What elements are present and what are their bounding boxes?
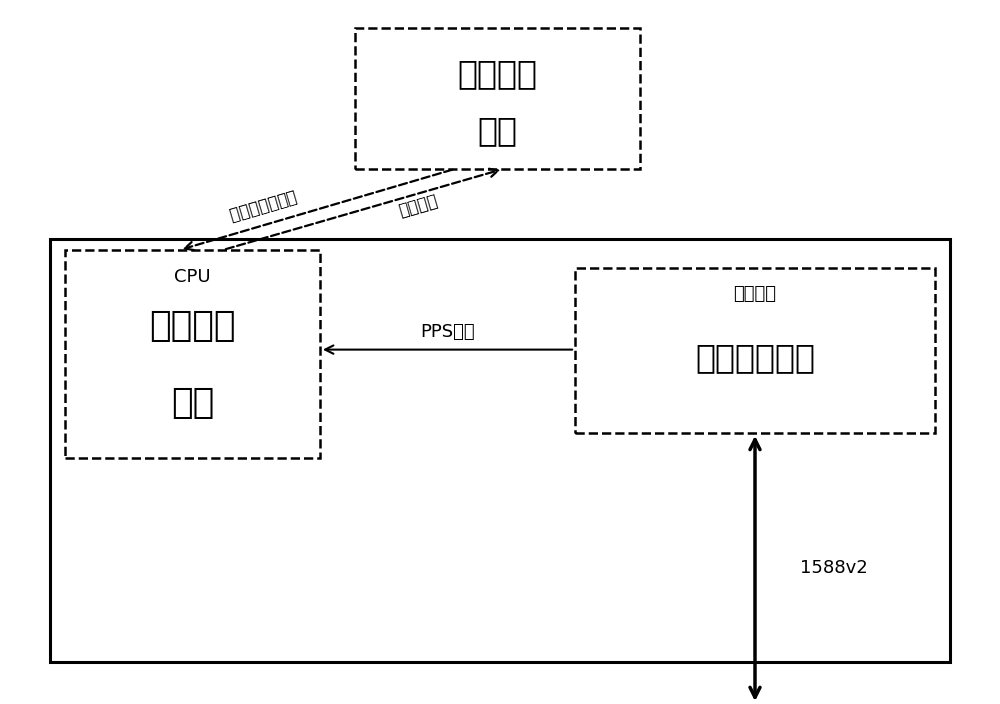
Bar	[355, 28, 640, 169]
Text: 软件系统: 软件系统	[457, 58, 538, 90]
Bar	[50, 239, 950, 662]
Text: 第一硬件: 第一硬件	[149, 308, 236, 343]
Text: 时钟: 时钟	[171, 386, 214, 420]
Text: 提供时钟: 提供时钟	[396, 191, 440, 220]
Text: 时间: 时间	[478, 114, 518, 146]
Bar	[575, 268, 935, 433]
Text: 1588v2: 1588v2	[800, 560, 868, 577]
Text: 第二硬件时钟: 第二硬件时钟	[695, 341, 815, 374]
Bar	[65, 250, 320, 458]
Text: CPU: CPU	[174, 268, 211, 286]
Text: PPS信号: PPS信号	[420, 323, 475, 341]
Text: 修改周期、频率: 修改周期、频率	[226, 187, 298, 225]
Text: 交换芯片: 交换芯片	[733, 285, 776, 303]
